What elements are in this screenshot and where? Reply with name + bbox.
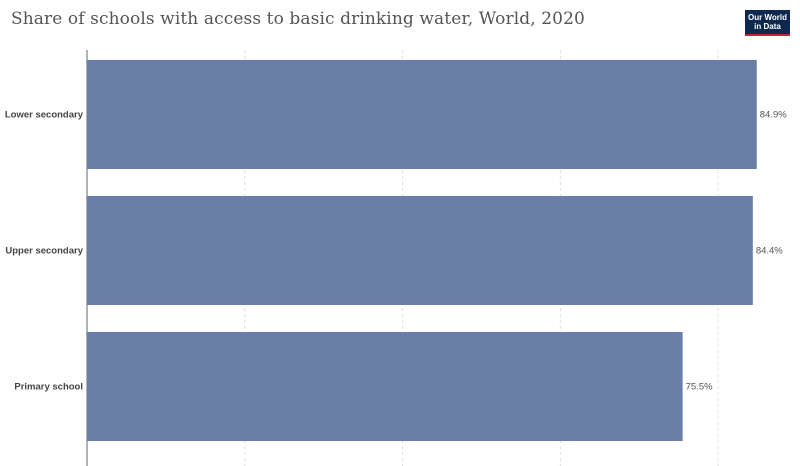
category-label: Upper secondary <box>5 246 83 257</box>
value-label: 84.4% <box>756 246 783 257</box>
bar[interactable] <box>87 60 757 169</box>
logo-line-1: Our World <box>748 13 787 22</box>
logo-line-2: in Data <box>754 22 781 31</box>
value-label: 84.9% <box>760 110 787 121</box>
bar[interactable] <box>87 332 683 441</box>
owid-logo[interactable]: Our World in Data <box>745 10 790 36</box>
category-label: Lower secondary <box>5 110 84 121</box>
category-label: Primary school <box>14 382 83 393</box>
bar[interactable] <box>87 196 753 305</box>
chart-title: Share of schools with access to basic dr… <box>11 9 585 29</box>
value-label: 75.5% <box>686 382 713 393</box>
